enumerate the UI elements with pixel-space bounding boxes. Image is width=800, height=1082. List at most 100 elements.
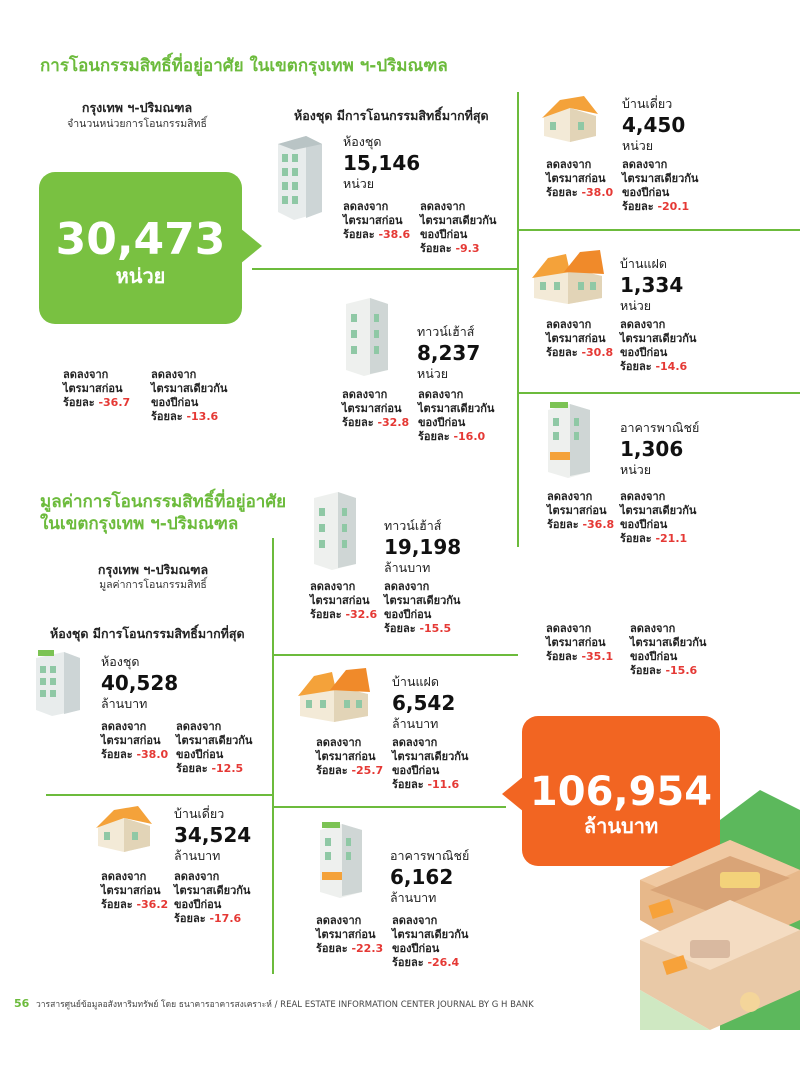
- unit-commercial-stat-year: ลดลงจาก ไตรมาสเดียวกัน ของปีก่อน ร้อยละ -2…: [620, 490, 697, 545]
- unit-commercial-value: 1,306: [620, 437, 684, 461]
- value-single-stat-quarter: ลดลงจาก ไตรมาสก่อน ร้อยละ -36.2: [101, 870, 169, 911]
- units-total-box: 30,473 หน่วย: [39, 172, 242, 324]
- units-total-stat-quarter: ลดลงจาก ไตรมาสก่อน ร้อยละ -36.7: [63, 368, 131, 409]
- units-vline-main: [517, 92, 519, 547]
- unit-townhouse-stat-quarter: ลดลงจาก ไตรมาสก่อน ร้อยละ -32.8: [342, 388, 410, 429]
- value-twin-house-icon: [298, 668, 370, 722]
- value-total-box: 106,954 ล้านบาท: [522, 716, 720, 866]
- unit-condo-block: ห้องชุด 15,146 หน่วย: [343, 132, 420, 194]
- unit-single-block: บ้านเดี่ยว 4,450 หน่วย: [622, 94, 685, 156]
- units-condo-most: ห้องชุด มีการโอนกรรมสิทธิ์มากที่สุด: [294, 108, 489, 123]
- value-condo-stat-quarter: ลดลงจาก ไตรมาสก่อน ร้อยละ -38.0: [101, 720, 169, 761]
- value-hline-b1: [46, 794, 274, 796]
- unit-commercial-block: อาคารพาณิชย์ 1,306 หน่วย: [620, 418, 699, 480]
- footer-page-number: 56: [14, 997, 30, 1010]
- value-townhouse-stat-year: ลดลงจาก ไตรมาสเดียวกัน ของปีก่อน ร้อยละ -1…: [384, 580, 461, 635]
- value-total-box-pointer: [502, 776, 524, 812]
- value-townhouse-type: ทาวน์เฮ้าส์: [384, 518, 442, 533]
- units-region-caption: จำนวนหน่วยการโอนกรรมสิทธิ์: [67, 118, 207, 130]
- value-commercial-icon: [320, 822, 362, 898]
- unit-twin-stat-year: ลดลงจาก ไตรมาสเดียวกัน ของปีก่อน ร้อยละ -1…: [620, 318, 697, 373]
- value-commercial-value: 6,162: [390, 865, 454, 889]
- value-condo-most: ห้องชุด มีการโอนกรรมสิทธิ์มากที่สุด: [50, 626, 245, 641]
- unit-condo-type: ห้องชุด: [343, 134, 382, 149]
- value-twin-stat-quarter: ลดลงจาก ไตรมาสก่อน ร้อยละ -25.7: [316, 736, 384, 777]
- units-hline-r2: [517, 392, 800, 394]
- value-townhouse-block: ทาวน์เฮ้าส์ 19,198 ล้านบาท: [384, 516, 461, 578]
- unit-twin-stat-quarter: ลดลงจาก ไตรมาสก่อน ร้อยละ -30.8: [546, 318, 614, 359]
- unit-condo-stat-year: ลดลงจาก ไตรมาสเดียวกัน ของปีก่อน ร้อยละ -9…: [420, 200, 497, 255]
- unit-single-stat-quarter: ลดลงจาก ไตรมาสก่อน ร้อยละ -38.0: [546, 158, 614, 199]
- unit-twin-unit: หน่วย: [620, 298, 652, 313]
- value-townhouse-stat-quarter: ลดลงจาก ไตรมาสก่อน ร้อยละ -32.6: [310, 580, 378, 621]
- value-condo-block: ห้องชุด 40,528 ล้านบาท: [101, 652, 178, 714]
- value-condo-stat-year: ลดลงจาก ไตรมาสเดียวกัน ของปีก่อน ร้อยละ -1…: [176, 720, 253, 775]
- units-hline-main: [252, 268, 518, 270]
- value-region-label: กรุงเทพ ฯ-ปริมณฑล: [97, 562, 209, 577]
- value-townhouse-unit: ล้านบาท: [384, 560, 431, 575]
- unit-townhouse-stat-year: ลดลงจาก ไตรมาสเดียวกัน ของปีก่อน ร้อยละ -1…: [418, 388, 495, 443]
- value-region-caption: มูลค่าการโอนกรรมสิทธิ์: [99, 579, 207, 591]
- units-total-stat-year: ลดลงจาก ไตรมาสเดียวกัน ของปีก่อน ร้อยละ …: [151, 368, 228, 423]
- value-twin-type: บ้านแฝด: [392, 674, 439, 689]
- unit-townhouse-block: ทาวน์เฮ้าส์ 8,237 หน่วย: [417, 322, 480, 384]
- value-vline-main: [272, 538, 274, 974]
- unit-condo-stat-quarter: ลดลงจาก ไตรมาสก่อน ร้อยละ -38.6: [343, 200, 411, 241]
- units-region-label: กรุงเทพ ฯ-ปริมณฑล: [81, 100, 193, 115]
- value-twin-value: 6,542: [392, 691, 456, 715]
- unit-townhouse-value: 8,237: [417, 341, 481, 365]
- value-commercial-unit: ล้านบาท: [390, 890, 437, 905]
- unit-townhouse-type: ทาวน์เฮ้าส์: [417, 324, 475, 339]
- unit-commercial-stat-quarter: ลดลงจาก ไตรมาสก่อน ร้อยละ -36.8: [547, 490, 615, 531]
- commercial-building-icon: [548, 402, 590, 478]
- unit-condo-value: 15,146: [343, 151, 421, 175]
- value-total-unit: ล้านบาท: [583, 814, 659, 838]
- value-twin-block: บ้านแฝด 6,542 ล้านบาท: [392, 672, 455, 734]
- value-twin-stat-year: ลดลงจาก ไตรมาสเดียวกัน ของปีก่อน ร้อยละ -1…: [392, 736, 469, 791]
- condo-building-icon: [278, 136, 322, 220]
- value-commercial-type: อาคารพาณิชย์: [390, 848, 470, 863]
- unit-single-stat-year: ลดลงจาก ไตรมาสเดียวกัน ของปีก่อน ร้อยละ -2…: [622, 158, 699, 213]
- unit-commercial-unit: หน่วย: [620, 462, 652, 477]
- value-total-value: 106,954: [529, 769, 713, 815]
- value-condo-value: 40,528: [101, 671, 179, 695]
- value-commercial-stat-quarter: ลดลงจาก ไตรมาสก่อน ร้อยละ -22.3: [316, 914, 384, 955]
- unit-townhouse-unit: หน่วย: [417, 366, 449, 381]
- value-total-stat-quarter: ลดลงจาก ไตรมาสก่อน ร้อยละ -35.1: [546, 622, 614, 663]
- value-single-value: 34,524: [174, 823, 252, 847]
- unit-twin-block: บ้านแฝด 1,334 หน่วย: [620, 254, 683, 316]
- townhouse-icon: [346, 298, 388, 376]
- value-hline-b2: [272, 806, 506, 808]
- units-hline-r1: [517, 229, 800, 231]
- building-cutaway-illustration: [640, 790, 800, 1030]
- units-total-value: 30,473: [55, 214, 226, 265]
- units-section-title: การโอนกรรมสิทธิ์ที่อยู่อาศัย ในเขตกรุงเท…: [40, 56, 448, 76]
- value-townhouse-value: 19,198: [384, 535, 462, 559]
- units-total-unit: หน่วย: [115, 264, 166, 288]
- value-condo-unit: ล้านบาท: [101, 696, 148, 711]
- units-total-box-pointer: [240, 228, 262, 264]
- value-single-type: บ้านเดี่ยว: [174, 806, 225, 821]
- footer-text: วารสารศูนย์ข้อมูลอสังหาริมทรัพย์ โดย ธนา…: [36, 1000, 534, 1010]
- value-section-title-line1: มูลค่าการโอนกรรมสิทธิ์ที่อยู่อาศัย: [40, 492, 287, 512]
- value-twin-unit: ล้านบาท: [392, 716, 439, 731]
- unit-twin-value: 1,334: [620, 273, 684, 297]
- footer: 56 วารสารศูนย์ข้อมูลอสังหาริมทรัพย์ โดย …: [14, 997, 534, 1011]
- twin-house-icon: [532, 250, 604, 304]
- value-single-block: บ้านเดี่ยว 34,524 ล้านบาท: [174, 804, 251, 866]
- unit-single-unit: หน่วย: [622, 138, 654, 153]
- unit-single-type: บ้านเดี่ยว: [622, 96, 673, 111]
- value-section-title-line2: ในเขตกรุงเทพ ฯ-ปริมณฑล: [40, 514, 239, 534]
- unit-twin-type: บ้านแฝด: [620, 256, 667, 271]
- value-condo-icon: [36, 650, 80, 716]
- value-commercial-stat-year: ลดลงจาก ไตรมาสเดียวกัน ของปีก่อน ร้อยละ -2…: [392, 914, 469, 969]
- unit-commercial-type: อาคารพาณิชย์: [620, 420, 700, 435]
- unit-condo-unit: หน่วย: [343, 176, 375, 191]
- unit-single-value: 4,450: [622, 113, 686, 137]
- value-townhouse-icon: [314, 492, 356, 570]
- value-total-stat-year: ลดลงจาก ไตรมาสเดียวกัน ของปีก่อน ร้อยละ …: [630, 622, 707, 677]
- value-hline-main: [272, 654, 518, 656]
- value-single-house-icon: [96, 806, 152, 852]
- value-condo-type: ห้องชุด: [101, 654, 140, 669]
- value-commercial-block: อาคารพาณิชย์ 6,162 ล้านบาท: [390, 846, 469, 908]
